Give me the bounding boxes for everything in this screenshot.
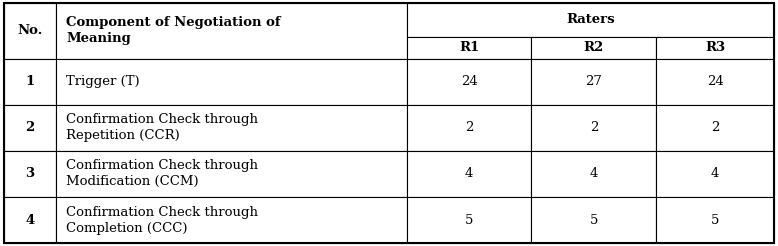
Text: Confirmation Check through
Modification (CCM): Confirmation Check through Modification … [66, 159, 258, 188]
Text: 1: 1 [26, 75, 35, 88]
Bar [56, 105, 407, 151]
Bar [4, 105, 56, 151]
Text: 2: 2 [465, 121, 473, 134]
Bar [657, 105, 774, 151]
Bar [657, 197, 774, 243]
Text: No.: No. [17, 24, 43, 37]
Text: Trigger (T): Trigger (T) [66, 75, 140, 88]
Text: 4: 4 [711, 168, 720, 180]
Bar [531, 59, 657, 105]
Text: R3: R3 [705, 41, 725, 54]
Bar [657, 37, 774, 59]
Text: 27: 27 [585, 75, 602, 88]
Text: 2: 2 [711, 121, 720, 134]
Text: 2: 2 [590, 121, 598, 134]
Text: 24: 24 [461, 75, 478, 88]
Bar [56, 3, 407, 59]
Bar [56, 59, 407, 105]
Text: 4: 4 [26, 214, 35, 227]
Bar [4, 197, 56, 243]
Bar [407, 3, 774, 37]
Bar [4, 3, 56, 59]
Text: 5: 5 [590, 214, 598, 227]
Text: Component of Negotiation of
Meaning: Component of Negotiation of Meaning [66, 16, 281, 45]
Bar [657, 59, 774, 105]
Text: Raters: Raters [566, 14, 615, 26]
Bar [407, 197, 531, 243]
Bar [407, 59, 531, 105]
Bar [531, 151, 657, 197]
Bar [4, 151, 56, 197]
Bar [531, 105, 657, 151]
Bar [56, 151, 407, 197]
Bar [4, 59, 56, 105]
Text: 4: 4 [590, 168, 598, 180]
Bar [531, 37, 657, 59]
Text: 2: 2 [26, 121, 35, 134]
Text: 5: 5 [711, 214, 720, 227]
Text: 5: 5 [465, 214, 473, 227]
Text: 4: 4 [465, 168, 473, 180]
Bar [657, 151, 774, 197]
Bar [531, 197, 657, 243]
Text: 24: 24 [707, 75, 724, 88]
Text: 3: 3 [26, 168, 35, 180]
Text: R1: R1 [459, 41, 479, 54]
Text: R2: R2 [584, 41, 604, 54]
Bar [407, 105, 531, 151]
Text: Confirmation Check through
Repetition (CCR): Confirmation Check through Repetition (C… [66, 113, 258, 142]
Text: Confirmation Check through
Completion (CCC): Confirmation Check through Completion (C… [66, 205, 258, 234]
Bar [407, 151, 531, 197]
Bar [407, 37, 531, 59]
Bar [56, 197, 407, 243]
